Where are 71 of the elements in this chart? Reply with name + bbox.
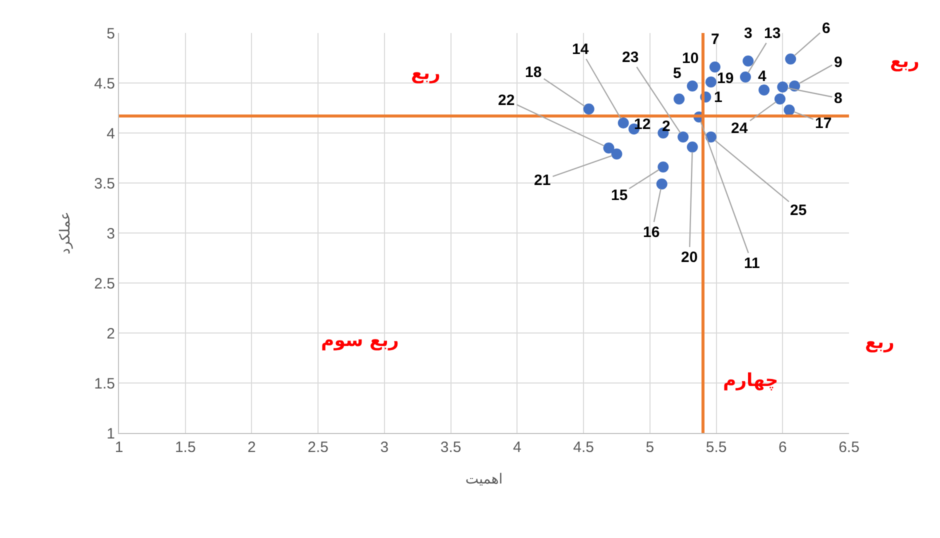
- point: [583, 104, 594, 114]
- annotation: 19: [717, 70, 734, 87]
- text: ربع: [890, 51, 920, 72]
- x-tick-label: 2.5: [308, 439, 329, 456]
- annotation: 20: [681, 249, 698, 266]
- annotation: 8: [834, 90, 842, 107]
- annotation: 10: [682, 50, 699, 67]
- y-tick-label: 2.5: [94, 275, 115, 292]
- point: [678, 132, 689, 142]
- point: [758, 84, 770, 96]
- annotation: 15: [611, 187, 628, 204]
- text: ربع: [865, 332, 894, 353]
- annotation: ربع: [411, 63, 440, 84]
- y-tick-label: 5: [106, 25, 115, 42]
- point: [785, 54, 796, 64]
- y-axis-title: عملکرد: [58, 212, 74, 254]
- x-tick-label: 4: [513, 439, 522, 456]
- point: [603, 142, 614, 154]
- annotation: 25: [790, 202, 807, 219]
- point: [742, 56, 754, 66]
- x-tick-label: 2: [248, 439, 256, 456]
- x-tick-label: 3: [380, 439, 389, 456]
- y-tick-label: 1.5: [94, 375, 115, 392]
- annotation: 16: [643, 224, 660, 241]
- x-tick-label: 6: [778, 439, 787, 456]
- annotation: 21: [534, 172, 551, 189]
- y-tick-label: 3.5: [94, 175, 115, 192]
- x-axis-title: اهمیت: [465, 471, 503, 488]
- point: [686, 142, 698, 152]
- annotation: 17: [815, 115, 832, 132]
- annotation: 12: [634, 116, 651, 133]
- x-tick-label: 6.5: [838, 439, 860, 456]
- point: [611, 148, 622, 160]
- y-tick-label: 1: [106, 425, 115, 442]
- point: [705, 132, 716, 142]
- point: [686, 80, 698, 92]
- y-tick-label: 2: [106, 325, 115, 342]
- annotation: 9: [834, 54, 842, 71]
- annotation: 1: [714, 89, 722, 106]
- annotation: 7: [711, 31, 720, 48]
- point: [618, 118, 629, 128]
- point: [740, 72, 751, 82]
- point: [656, 178, 668, 190]
- point: [777, 82, 788, 92]
- x-tick-label: 5: [646, 439, 654, 456]
- point: [784, 104, 795, 116]
- y-tick-label: 4.5: [94, 75, 115, 92]
- annotation: 6: [822, 20, 830, 37]
- annotation: چهارم: [723, 370, 778, 391]
- x-tick-label: 5.5: [706, 439, 727, 456]
- annotation: 24: [731, 120, 748, 137]
- point: [774, 94, 786, 104]
- annotation: 5: [673, 65, 682, 82]
- annotation: 18: [525, 64, 542, 81]
- y-tick-label: 4: [106, 125, 115, 142]
- point: [674, 94, 685, 104]
- annotation: 11: [744, 255, 760, 272]
- annotation: 13: [764, 25, 781, 42]
- annotation: 3: [744, 25, 752, 42]
- annotation: ربع سوم: [321, 330, 399, 351]
- y-tick-label: 3: [106, 225, 115, 242]
- annotation: 23: [622, 49, 639, 66]
- annotation: 22: [498, 92, 515, 109]
- x-tick-label: 4.5: [573, 439, 594, 456]
- point: [709, 62, 720, 72]
- annotation: 4: [758, 68, 767, 85]
- point: [658, 162, 669, 172]
- x-tick-label: 3.5: [440, 439, 462, 456]
- point: [705, 76, 716, 88]
- annotation: 14: [572, 41, 590, 58]
- x-tick-label: 1.5: [174, 439, 196, 456]
